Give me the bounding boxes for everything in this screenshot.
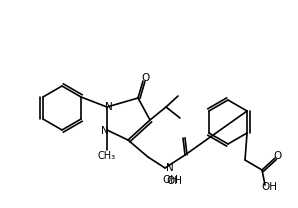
Text: O: O (274, 151, 282, 161)
Text: OH: OH (261, 182, 277, 192)
Text: CH₃: CH₃ (98, 151, 116, 161)
Text: N: N (166, 163, 174, 173)
Text: OH: OH (166, 176, 182, 186)
Text: OH: OH (162, 175, 178, 185)
Text: N: N (105, 102, 113, 112)
Text: N: N (101, 126, 109, 136)
Text: O: O (141, 73, 149, 83)
